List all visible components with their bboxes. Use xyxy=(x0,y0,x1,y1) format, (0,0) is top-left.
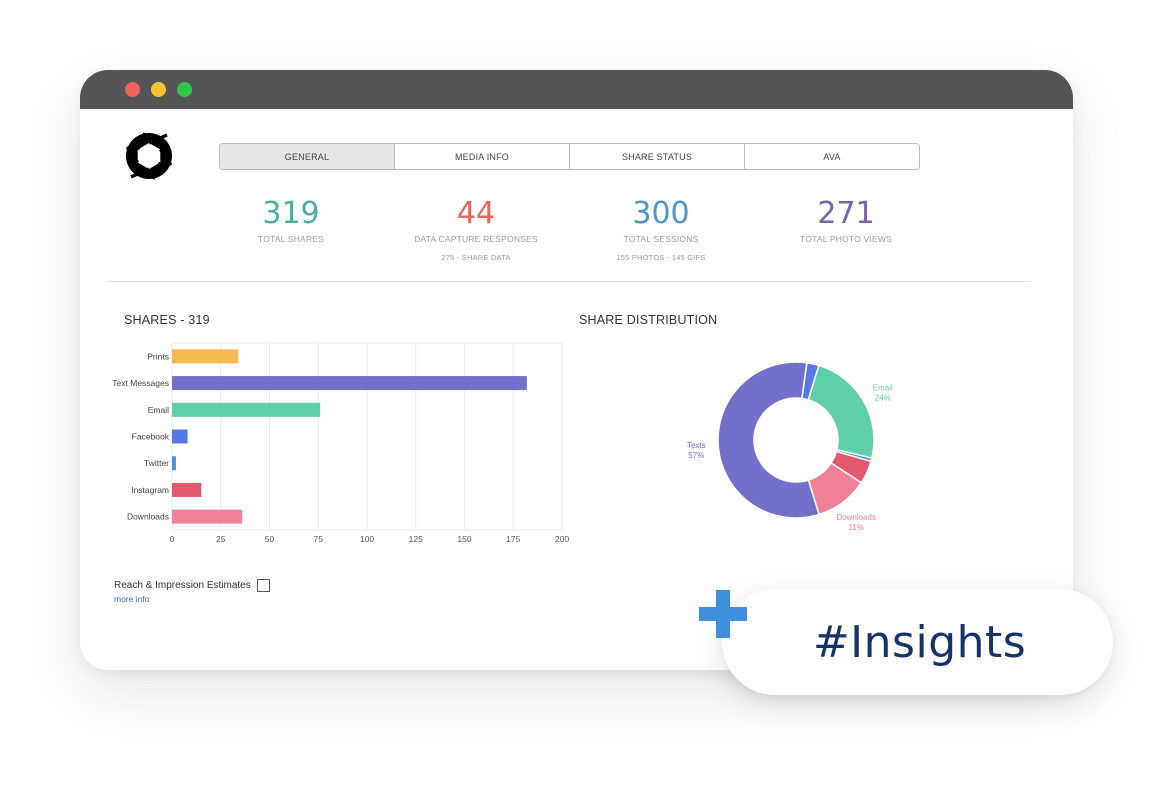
slice-label: Texts xyxy=(687,441,706,450)
stat-label: TOTAL SHARES xyxy=(257,234,324,244)
close-window-button[interactable] xyxy=(125,82,140,97)
tab-bar: GENERAL MEDIA INFO SHARE STATUS AVA xyxy=(219,143,920,170)
bar-email[interactable] xyxy=(172,402,321,417)
y-tick-label: Prints xyxy=(147,351,169,361)
tab-share-status[interactable]: SHARE STATUS xyxy=(570,144,745,169)
app-window: GENERAL MEDIA INFO SHARE STATUS AVA 319 … xyxy=(80,70,1073,670)
stat-value: 300 xyxy=(632,196,690,231)
x-tick-label: 50 xyxy=(265,534,275,544)
slice-label: Downloads xyxy=(836,513,876,522)
y-tick-label: Facebook xyxy=(132,432,170,442)
slice-percent-label: 57% xyxy=(688,451,704,460)
slice-email[interactable] xyxy=(807,364,875,460)
stat-value: 44 xyxy=(456,196,496,231)
stat-data-capture: 44 DATA CAPTURE RESPONSES 275 - SHARE DA… xyxy=(376,196,576,262)
x-tick-label: 100 xyxy=(360,534,374,544)
insights-badge-text: #Insights xyxy=(812,616,1027,668)
stat-sublabel: 155 PHOTOS - 145 GIFS xyxy=(616,253,706,262)
x-tick-label: 200 xyxy=(555,534,569,544)
bar-facebook[interactable] xyxy=(172,429,188,444)
stat-photo-views: 271 TOTAL PHOTO VIEWS xyxy=(746,196,946,244)
reach-estimates-checkbox[interactable] xyxy=(257,579,270,592)
y-tick-label: Email xyxy=(148,405,169,415)
bar-twitter[interactable] xyxy=(172,456,176,471)
stat-label: DATA CAPTURE RESPONSES xyxy=(414,234,538,244)
x-tick-label: 75 xyxy=(314,534,324,544)
stat-value: 271 xyxy=(817,196,875,231)
x-tick-label: 25 xyxy=(216,534,226,544)
y-tick-label: Downloads xyxy=(127,512,169,522)
minimize-window-button[interactable] xyxy=(151,82,166,97)
stat-label: TOTAL SESSIONS xyxy=(623,234,699,244)
x-tick-label: 150 xyxy=(457,534,471,544)
x-tick-label: 125 xyxy=(409,534,423,544)
more-info-link[interactable]: more info xyxy=(114,594,150,604)
plus-icon xyxy=(699,590,747,638)
slice-percent-label: 24% xyxy=(875,393,891,402)
tab-general[interactable]: GENERAL xyxy=(220,144,395,169)
bar-downloads[interactable] xyxy=(172,509,243,524)
y-tick-label: Text Messages xyxy=(112,378,169,388)
divider xyxy=(107,281,1031,282)
x-tick-label: 0 xyxy=(170,534,175,544)
stat-value: 319 xyxy=(262,196,320,231)
distribution-chart-title: SHARE DISTRIBUTION xyxy=(579,313,718,327)
tab-media-info[interactable]: MEDIA INFO xyxy=(395,144,570,169)
stat-total-sessions: 300 TOTAL SESSIONS 155 PHOTOS - 145 GIFS xyxy=(561,196,761,262)
slice-percent-label: 11% xyxy=(848,523,863,532)
reach-estimates-label: Reach & Impression Estimates xyxy=(114,580,251,591)
tab-ava[interactable]: AVA xyxy=(745,144,919,169)
insights-badge: #Insights xyxy=(722,589,1113,695)
shares-chart-title: SHARES - 319 xyxy=(124,313,210,327)
y-tick-label: Twitter xyxy=(144,458,169,468)
bar-instagram[interactable] xyxy=(172,482,202,497)
bar-text-messages[interactable] xyxy=(172,376,527,391)
title-bar xyxy=(80,70,1073,109)
stat-sublabel: 275 - SHARE DATA xyxy=(441,253,511,262)
slice-label: Email xyxy=(873,383,893,392)
stat-label: TOTAL PHOTO VIEWS xyxy=(800,234,892,244)
stat-total-shares: 319 TOTAL SHARES xyxy=(191,196,391,244)
x-tick-label: 175 xyxy=(506,534,520,544)
shares-bar-chart: 0 25 50 75 100 125 150 175 200 Prints Text Message… xyxy=(112,342,569,544)
slice-texts[interactable] xyxy=(717,361,820,519)
aperture-logo-icon xyxy=(125,132,173,180)
y-tick-label: Instagram xyxy=(131,485,169,495)
maximize-window-button[interactable] xyxy=(177,82,192,97)
bar-prints[interactable] xyxy=(172,349,239,364)
